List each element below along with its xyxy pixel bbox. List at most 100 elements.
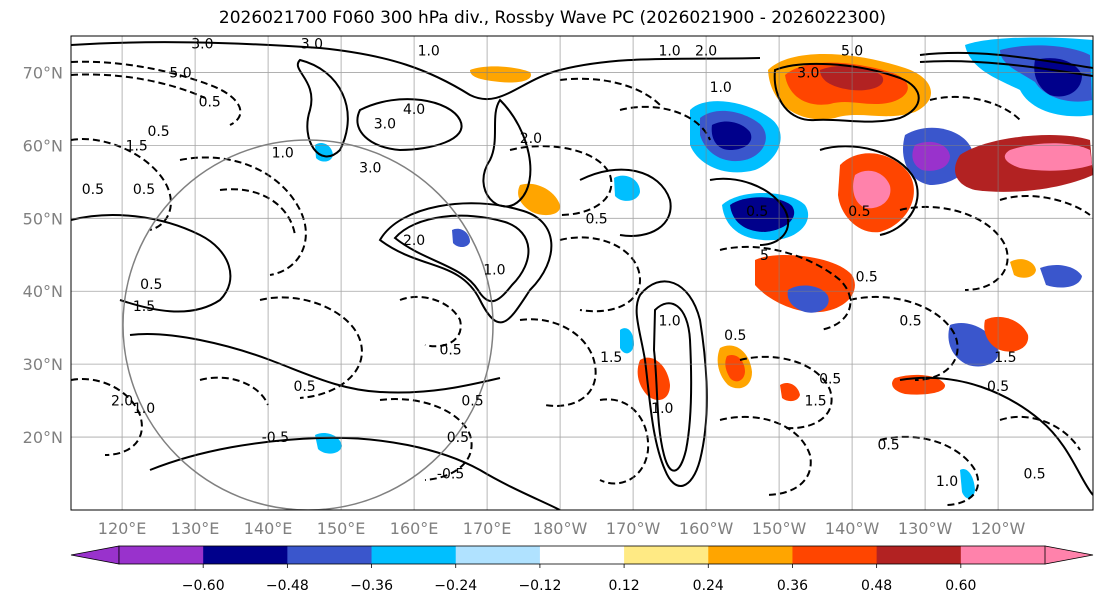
contour-solid-15 xyxy=(149,436,561,510)
lon-label: 140°E xyxy=(244,519,293,538)
contour-dashed-15 xyxy=(899,206,1009,291)
shade-negative-gulf-alaska-max xyxy=(711,121,752,150)
shade-positive-north-central xyxy=(470,66,531,83)
lat-label: 60°N xyxy=(23,136,63,155)
contour-label: 0.5 xyxy=(140,277,162,293)
shade-positive-east-subtropics xyxy=(984,316,1029,352)
lon-label: 120°W xyxy=(971,519,1026,538)
lat-label: 70°N xyxy=(23,63,63,82)
colorbar-tick-label: −0.24 xyxy=(434,578,477,594)
contour-dashed-5 xyxy=(219,188,296,236)
colorbar-segment xyxy=(624,546,709,564)
contour-label: 2.0 xyxy=(695,44,717,60)
contour-label: 1.0 xyxy=(658,313,680,329)
colorbar-frame xyxy=(118,545,1046,565)
contour-label: -0.5 xyxy=(437,467,464,483)
contour-label: 1.5 xyxy=(994,350,1016,366)
contour-label: 4.0 xyxy=(403,102,425,118)
contour-label: 2.0 xyxy=(111,394,133,410)
contour-label: 0.5 xyxy=(585,211,607,227)
contour-label: 1.0 xyxy=(418,44,440,60)
reference-circle xyxy=(122,139,494,510)
contour-label: 1.0 xyxy=(936,474,958,490)
contour-label: 5.0 xyxy=(841,44,863,60)
contours-negative xyxy=(71,60,1091,506)
lon-label: 140°W xyxy=(825,519,880,538)
contour-dashed-6 xyxy=(259,296,363,399)
colorbar-tick-label: 0.60 xyxy=(945,578,976,594)
shade-positive-dateline xyxy=(755,255,855,313)
contour-dashed-1 xyxy=(71,60,242,126)
contour-label: -0.5 xyxy=(262,430,289,446)
contour-dashed-18 xyxy=(719,415,812,496)
contour-dashed-23 xyxy=(399,295,462,348)
contour-label: 0.5 xyxy=(147,124,169,140)
contour-solid-5 xyxy=(393,214,530,303)
shade-positive-west xyxy=(518,183,561,216)
lon-label: 160°E xyxy=(390,519,439,538)
map-title: 2026021700 F060 300 hPa div., Rossby Wav… xyxy=(218,8,887,28)
contour-dashed-22 xyxy=(199,376,269,406)
shade-negative-northeast-core xyxy=(912,141,950,171)
colorbar-segment xyxy=(708,546,793,564)
colorbar: −0.60 −0.48 −0.36 −0.24 −0.12 0.12 0.24 0.36 0.4… xyxy=(70,545,1094,594)
contour-dashed-3 xyxy=(71,138,172,231)
lat-label: 30°N xyxy=(23,355,63,374)
contour-dashed-13 xyxy=(739,355,833,430)
lat-label: 40°N xyxy=(23,282,63,301)
contour-label: 1.0 xyxy=(133,401,155,417)
contour-dashed-21 xyxy=(71,378,143,456)
contour-dashed-12 xyxy=(719,245,852,331)
colorbar-segment xyxy=(455,546,541,564)
lon-label: 170°E xyxy=(463,519,512,538)
contour-dashed-25 xyxy=(929,95,1021,121)
map-gridlines xyxy=(71,36,1093,510)
contour-label: 0.5 xyxy=(987,379,1009,395)
lat-label: 50°N xyxy=(23,209,63,228)
colorbar-segment xyxy=(203,546,288,564)
shade-negative-small-7 xyxy=(620,328,634,354)
lon-label: 160°W xyxy=(679,519,734,538)
lon-label: 150°W xyxy=(752,519,807,538)
contour-solid-2 xyxy=(296,58,349,158)
contour-label: 1.0 xyxy=(272,146,294,162)
shade-negative-small-2 xyxy=(452,228,470,248)
colorbar-over-arrow xyxy=(1044,545,1094,565)
colorbar-under-arrow xyxy=(70,545,120,565)
colorbar-tick-label: 0.36 xyxy=(777,578,808,594)
contour-label: 1.0 xyxy=(483,262,505,278)
colorbar-segment xyxy=(287,546,373,564)
contour-label: 1.5 xyxy=(126,138,148,154)
contour-dashed-10 xyxy=(519,318,597,407)
contour-solid-3 xyxy=(356,98,463,152)
contour-label: 3.0 xyxy=(797,65,819,81)
shade-positive-hawaii-core xyxy=(725,354,745,382)
contour-label: 0.5 xyxy=(724,328,746,344)
contour-label: 1.0 xyxy=(658,44,680,60)
contour-label: 5 xyxy=(760,248,769,264)
shade-negative-small-5 xyxy=(960,468,975,499)
contour-dashed-16 xyxy=(999,194,1091,216)
colorbar-tick-label: −0.36 xyxy=(350,578,393,594)
contour-solid-4 xyxy=(378,202,553,324)
contour-label: 3.0 xyxy=(359,160,381,176)
contour-label: 3.0 xyxy=(374,117,396,133)
contour-label: 1.0 xyxy=(651,401,673,417)
contour-solid-13 xyxy=(71,214,232,313)
divergence-shading xyxy=(315,37,1093,499)
contour-label: 0.5 xyxy=(293,379,315,395)
lon-label: 120°E xyxy=(98,519,147,538)
shade-positive-far-east-core xyxy=(1004,143,1092,171)
contour-label: 0.5 xyxy=(447,430,469,446)
contour-label: 2.0 xyxy=(403,233,425,249)
reference-circle-ring xyxy=(122,139,494,510)
contour-dashed-11 xyxy=(599,398,650,485)
contour-solid-14 xyxy=(129,333,501,394)
contour-label: 0.5 xyxy=(856,270,878,286)
contour-label: 0.5 xyxy=(877,437,899,453)
contour-solid-17 xyxy=(709,177,790,246)
contour-label: 0.5 xyxy=(848,204,870,220)
lon-label: 180°W xyxy=(533,519,588,538)
contour-label: 0.5 xyxy=(82,182,104,198)
contour-label: 1.5 xyxy=(133,299,155,315)
